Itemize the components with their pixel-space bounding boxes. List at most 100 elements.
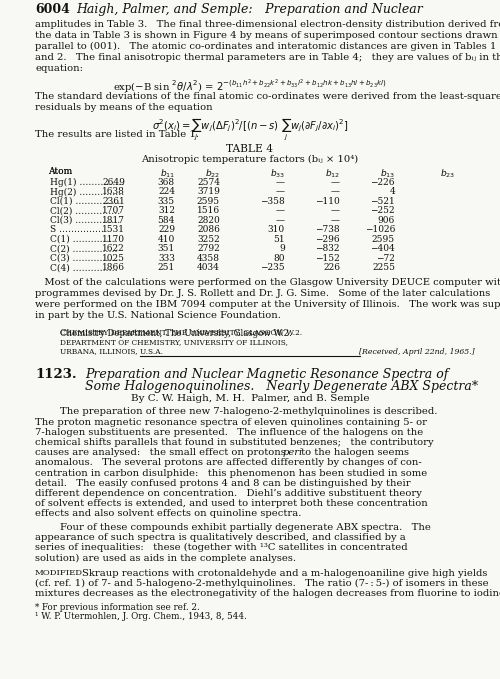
Text: —: — bbox=[331, 187, 340, 196]
Text: S ……………: S …………… bbox=[50, 225, 104, 234]
Text: 1817: 1817 bbox=[102, 216, 125, 225]
Text: 1170: 1170 bbox=[102, 235, 125, 244]
Text: −832: −832 bbox=[316, 244, 340, 253]
Text: The preparation of three new 7-halogeno-2-methylquinolines is described.: The preparation of three new 7-halogeno-… bbox=[60, 407, 438, 416]
Text: Hg(1) ……………: Hg(1) …………… bbox=[50, 178, 124, 187]
Text: −358: −358 bbox=[260, 197, 285, 206]
Text: (cf. ref. 1) of 7- and 5-halogeno-2-methylquinolines.   The ratio (7- : 5-) of i: (cf. ref. 1) of 7- and 5-halogeno-2-meth… bbox=[35, 579, 488, 588]
Text: Four of these compounds exhibit partially degenerate ABX spectra.   The: Four of these compounds exhibit partiall… bbox=[60, 523, 431, 532]
Text: −404: −404 bbox=[370, 244, 395, 253]
Text: −738: −738 bbox=[316, 225, 340, 234]
Text: equation:: equation: bbox=[35, 64, 83, 73]
Text: $b_{13}$: $b_{13}$ bbox=[380, 167, 395, 179]
Text: in part by the U.S. National Science Foundation.: in part by the U.S. National Science Fou… bbox=[35, 311, 281, 320]
Text: centration in carbon disulphide:   this phenomenon has been studied in some: centration in carbon disulphide: this ph… bbox=[35, 469, 427, 477]
Text: exp($-$B sin $^2\theta/\lambda^2$) = $2^{-(b_{11}h^2 + b_{22}k^2 + b_{33}l^2 + b: exp($-$B sin $^2\theta/\lambda^2$) = $2^… bbox=[113, 78, 387, 95]
Text: Anisotropic temperature factors (bᵢⱼ × 10⁴): Anisotropic temperature factors (bᵢⱼ × 1… bbox=[142, 155, 358, 164]
Text: 1531: 1531 bbox=[102, 225, 125, 234]
Text: parallel to (001).   The atomic co-ordinates and interatomic distances are given: parallel to (001). The atomic co-ordinat… bbox=[35, 42, 496, 51]
Text: Atom: Atom bbox=[48, 167, 72, 176]
Text: 368: 368 bbox=[158, 178, 175, 187]
Text: −1026: −1026 bbox=[364, 225, 395, 234]
Text: the data in Table 3 is shown in Figure 4 by means of superimposed contour sectio: the data in Table 3 is shown in Figure 4… bbox=[35, 31, 498, 40]
Text: −110: −110 bbox=[316, 197, 340, 206]
Text: ¹ W. P. Utermohlen, J. Org. Chem., 1943, 8, 544.: ¹ W. P. Utermohlen, J. Org. Chem., 1943,… bbox=[35, 612, 247, 621]
Text: Cl(1) ……………: Cl(1) …………… bbox=[50, 197, 120, 206]
Text: The proton magnetic resonance spectra of eleven quinolines containing 5- or: The proton magnetic resonance spectra of… bbox=[35, 418, 427, 426]
Text: 335: 335 bbox=[158, 197, 175, 206]
Text: The standard deviations of the final atomic co-ordinates were derived from the l: The standard deviations of the final ato… bbox=[35, 92, 500, 100]
Text: 2361: 2361 bbox=[102, 197, 125, 206]
Text: URBANA, ILLINOIS, U.S.A.: URBANA, ILLINOIS, U.S.A. bbox=[60, 348, 163, 356]
Text: −152: −152 bbox=[316, 254, 340, 263]
Text: 1638: 1638 bbox=[102, 187, 125, 196]
Text: 2255: 2255 bbox=[372, 263, 395, 272]
Text: By C. W. Haigh, M. H.  Palmer, and B. Semple: By C. W. Haigh, M. H. Palmer, and B. Sem… bbox=[131, 394, 369, 403]
Text: 1516: 1516 bbox=[197, 206, 220, 215]
Text: 4034: 4034 bbox=[197, 263, 220, 272]
Text: 2086: 2086 bbox=[197, 225, 220, 234]
Text: 80: 80 bbox=[274, 254, 285, 263]
Text: $b_{12}$: $b_{12}$ bbox=[325, 167, 340, 179]
Text: $b_{11}$: $b_{11}$ bbox=[160, 167, 175, 179]
Text: —: — bbox=[331, 178, 340, 187]
Text: $\sigma^2(x_i) = \sum_j w_j(\Delta F_j)^2/[(n - s)\ \sum_j w_j(\partial F_j/\par: $\sigma^2(x_i) = \sum_j w_j(\Delta F_j)^… bbox=[152, 117, 348, 143]
Text: −252: −252 bbox=[370, 206, 395, 215]
Text: 1622: 1622 bbox=[102, 244, 125, 253]
Text: C(3) ……………: C(3) …………… bbox=[50, 254, 117, 263]
Text: 251: 251 bbox=[158, 263, 175, 272]
Text: 2792: 2792 bbox=[197, 244, 220, 253]
Text: appearance of such spectra is qualitatively described, and classified by a: appearance of such spectra is qualitativ… bbox=[35, 533, 406, 542]
Text: 312: 312 bbox=[158, 206, 175, 215]
Text: peri: peri bbox=[282, 448, 303, 457]
Text: 333: 333 bbox=[158, 254, 175, 263]
Text: 4: 4 bbox=[389, 187, 395, 196]
Text: 2820: 2820 bbox=[197, 216, 220, 225]
Text: —: — bbox=[276, 206, 285, 215]
Text: —: — bbox=[276, 178, 285, 187]
Text: —: — bbox=[331, 216, 340, 225]
Text: −296: −296 bbox=[316, 235, 340, 244]
Text: Atom: Atom bbox=[48, 167, 72, 176]
Text: −72: −72 bbox=[376, 254, 395, 263]
Text: TABLE 4: TABLE 4 bbox=[226, 144, 274, 154]
Text: 4358: 4358 bbox=[197, 254, 220, 263]
Text: 584: 584 bbox=[158, 216, 175, 225]
Text: series of inequalities:   these (together with ¹³C satellites in concentrated: series of inequalities: these (together … bbox=[35, 543, 407, 552]
Text: anomalous.   The several protons are affected differently by changes of con-: anomalous. The several protons are affec… bbox=[35, 458, 422, 467]
Text: of solvent effects is extended, and used to interpret both these concentration: of solvent effects is extended, and used… bbox=[35, 499, 428, 508]
Text: 410: 410 bbox=[158, 235, 175, 244]
Text: 3252: 3252 bbox=[197, 235, 220, 244]
Text: 224: 224 bbox=[158, 187, 175, 196]
Text: Cl(2) ……………: Cl(2) …………… bbox=[50, 206, 120, 215]
Text: Most of the calculations were performed on the Glasgow University DEUCE computer: Most of the calculations were performed … bbox=[35, 278, 500, 287]
Text: C(4) ……………: C(4) …………… bbox=[50, 263, 117, 272]
Text: detail.   The easily confused protons 4 and 8 can be distinguished by their: detail. The easily confused protons 4 an… bbox=[35, 479, 410, 488]
Text: [Received, April 22nd, 1965.]: [Received, April 22nd, 1965.] bbox=[360, 348, 475, 356]
Text: C(2) ……………: C(2) …………… bbox=[50, 244, 117, 253]
Text: $b_{23}$: $b_{23}$ bbox=[440, 167, 455, 179]
Text: —: — bbox=[276, 187, 285, 196]
Text: 906: 906 bbox=[378, 216, 395, 225]
Text: $b_{33}$: $b_{33}$ bbox=[270, 167, 285, 179]
Text: —: — bbox=[276, 216, 285, 225]
Text: 1123.: 1123. bbox=[35, 368, 76, 381]
Text: CHEMISTRY DEPARTMENT, THE UNIVERSITY, GLASGOW W.2.: CHEMISTRY DEPARTMENT, THE UNIVERSITY, GL… bbox=[60, 329, 302, 337]
Text: causes are analysed:   the small effect on protons: causes are analysed: the small effect on… bbox=[35, 448, 289, 457]
Text: 51: 51 bbox=[274, 235, 285, 244]
Text: 226: 226 bbox=[323, 263, 340, 272]
Text: MODIFIED: MODIFIED bbox=[35, 569, 83, 577]
Text: 2574: 2574 bbox=[197, 178, 220, 187]
Text: 1707: 1707 bbox=[102, 206, 125, 215]
Text: 229: 229 bbox=[158, 225, 175, 234]
Text: Hg(2) ……………: Hg(2) …………… bbox=[50, 187, 124, 196]
Text: 7-halogen substituents are presented.   The influence of the halogens on the: 7-halogen substituents are presented. Th… bbox=[35, 428, 423, 437]
Text: The results are listed in Table 1.: The results are listed in Table 1. bbox=[35, 130, 199, 139]
Text: 1025: 1025 bbox=[102, 254, 125, 263]
Text: programmes devised by Dr. J. S. Rollett and Dr. J. G. Sime.   Some of the later : programmes devised by Dr. J. S. Rollett … bbox=[35, 289, 490, 298]
Text: Cl(3) ……………: Cl(3) …………… bbox=[50, 216, 120, 225]
Text: Some Halogenoquinolines.   Nearly Degenerate ABX Spectra*: Some Halogenoquinolines. Nearly Degenera… bbox=[85, 380, 478, 393]
Text: 3719: 3719 bbox=[197, 187, 220, 196]
Text: * For previous information see ref. 2.: * For previous information see ref. 2. bbox=[35, 603, 200, 612]
Text: chemical shifts parallels that found in substituted benzenes;   the contributory: chemical shifts parallels that found in … bbox=[35, 438, 433, 447]
